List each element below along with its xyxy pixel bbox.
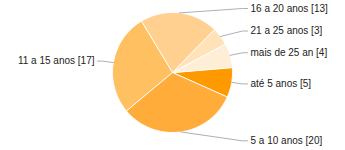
- svg-text:16 a 20 anos [13]: 16 a 20 anos [13]: [251, 3, 329, 14]
- svg-text:5 a 10 anos [20]: 5 a 10 anos [20]: [251, 135, 323, 146]
- svg-text:21 a 25 anos [3]: 21 a 25 anos [3]: [251, 25, 323, 36]
- svg-text:até 5 anos [5]: até 5 anos [5]: [251, 78, 312, 89]
- svg-text:mais de 25 an [4]: mais de 25 an [4]: [251, 47, 328, 58]
- svg-text:11 a 15 anos [17]: 11 a 15 anos [17]: [18, 55, 95, 66]
